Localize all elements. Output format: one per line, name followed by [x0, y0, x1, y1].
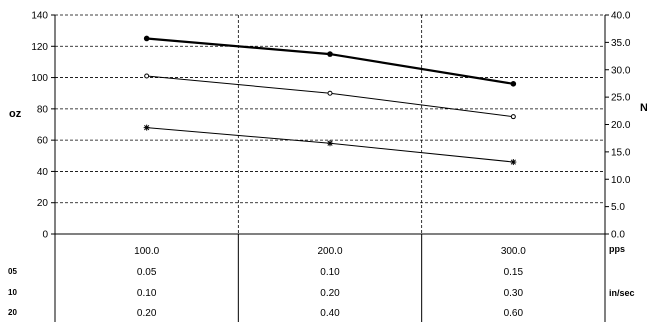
y-left-tick-label: 0 [42, 230, 48, 241]
data-point-stroke [510, 159, 516, 165]
data-point [143, 35, 150, 42]
y-right-axis-label: N [640, 102, 647, 114]
table-cell: 0.60 [504, 308, 524, 319]
data-point-stroke [327, 140, 333, 146]
data-point [144, 73, 150, 79]
series-line [146, 75, 514, 118]
y-right-tick-label: 10.0 [611, 175, 631, 186]
table-cell: 0.40 [320, 308, 340, 319]
y-left-tick-label: 60 [37, 136, 49, 147]
table-row-unit: in/sec [609, 288, 635, 298]
table-cell: 0.10 [137, 288, 157, 299]
x-tick-label: 100.0 [134, 246, 159, 257]
y-left-axis-label: oz [9, 108, 22, 120]
y-right-tick-label: 5.0 [611, 202, 625, 213]
table-row-label: 20 [8, 308, 17, 317]
table-cell: 0.15 [504, 267, 524, 278]
data-point [327, 51, 333, 57]
y-right-tick-label: 40.0 [611, 11, 631, 22]
y-left-tick-label: 100 [31, 73, 48, 84]
y-left-tick-label: 120 [31, 42, 48, 53]
y-right-tick-label: 30.0 [611, 65, 631, 76]
y-right-ticks: 0.0 5.0 10.0 15.0 20.0 25.0 30.0 35.0 40.0 [605, 11, 631, 241]
plot-axes [54, 15, 606, 235]
data-point [143, 124, 150, 131]
y-right-tick-label: 15.0 [611, 147, 631, 158]
y-left-tick-label: 20 [37, 198, 49, 209]
data-point [510, 159, 517, 166]
series-layer [143, 35, 517, 166]
data-point [510, 81, 517, 87]
table-row-label: 05 [8, 267, 17, 276]
y-left-ticks: 0 20 40 60 80 100 120 140 [31, 11, 55, 241]
table-row-label: 10 [8, 288, 17, 297]
data-table: 100.0 200.0 300.0 05 0.05 0.10 0.15 10 0.10 0.20 0… [8, 234, 635, 322]
y-left-tick-label: 40 [37, 167, 49, 178]
y-left-tick-label: 140 [31, 11, 48, 22]
y-right-tick-label: 35.0 [611, 38, 631, 49]
x-tick-label: 200.0 [317, 246, 342, 257]
table-cell: 0.20 [320, 288, 340, 299]
table-cell: 0.20 [137, 308, 157, 319]
data-point [327, 90, 333, 96]
data-point-stroke [144, 125, 150, 131]
series-line [146, 37, 514, 85]
y-right-tick-label: 20.0 [611, 120, 631, 131]
data-point [327, 140, 333, 147]
plot-grid [55, 14, 605, 234]
y-right-tick-label: 0.0 [611, 230, 625, 241]
x-axis-unit-label: pps [609, 244, 625, 254]
table-cell: 0.05 [137, 267, 157, 278]
data-point [510, 114, 516, 120]
x-tick-label: 300.0 [501, 246, 526, 257]
table-cell: 0.10 [320, 267, 340, 278]
y-left-tick-label: 80 [37, 104, 49, 115]
y-right-tick-label: 25.0 [611, 93, 631, 104]
table-cell: 0.30 [504, 288, 524, 299]
